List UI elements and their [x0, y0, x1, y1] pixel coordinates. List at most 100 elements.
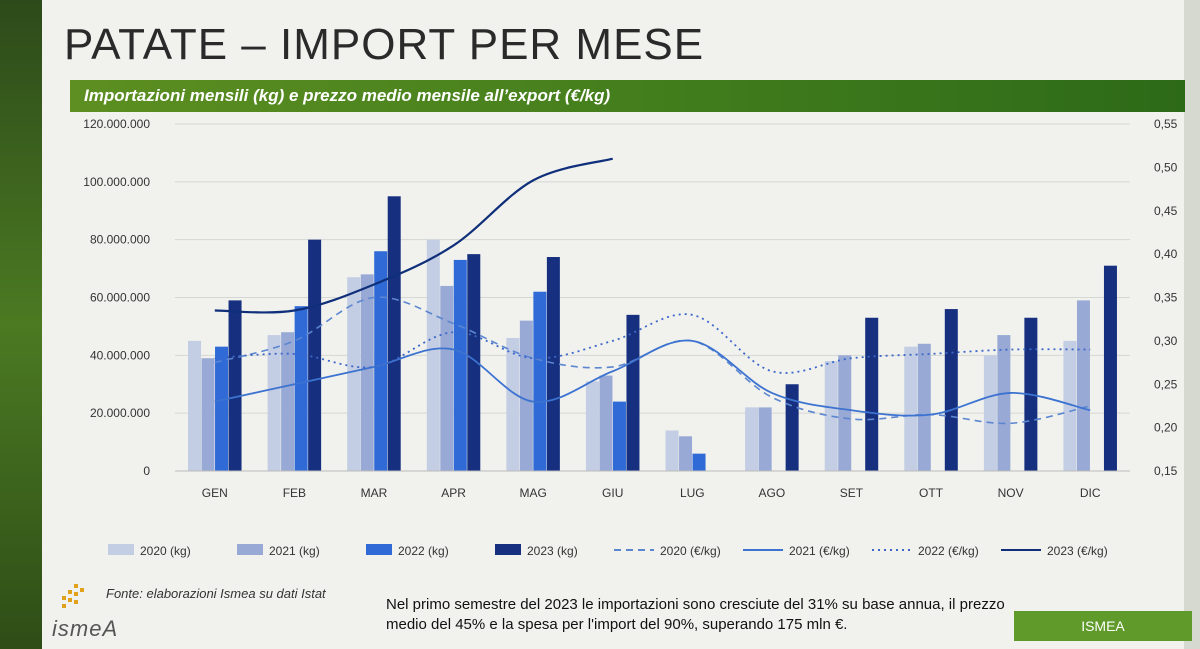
bar-2020kg-set [824, 361, 838, 471]
page-title: PATATE – IMPORT PER MESE [64, 20, 705, 69]
legend-label: 2022 (€/kg) [918, 544, 979, 558]
bar-2021kg-dic [1076, 300, 1090, 471]
bar-2021kg-mag [519, 320, 533, 471]
line-2021kg [214, 339, 1091, 417]
bar-2020kg-ago [745, 407, 759, 471]
bar-2020kg-feb [267, 335, 281, 471]
line-2023kg [214, 157, 613, 314]
y-right-tick-label: 0,35 [1154, 291, 1178, 305]
bar-2020kg-lug [665, 430, 679, 471]
bar-2022kg-apr [453, 259, 467, 471]
legend-label: 2022 (kg) [398, 544, 449, 558]
bars-layer [188, 196, 1117, 471]
subtitle-bar [70, 80, 1185, 112]
y-left-tick-label: 40.000.000 [90, 348, 150, 362]
bar-2021kg-ott [917, 343, 931, 471]
bar-2021kg-nov [997, 335, 1011, 471]
legend-label: 2020 (€/kg) [660, 544, 721, 558]
bar-2021kg-set [838, 355, 852, 471]
bar-2022kg-mar [374, 251, 388, 471]
y-right-tick-label: 0,20 [1154, 421, 1178, 435]
bar-2023kg-mar [387, 196, 401, 471]
bar-2023kg-apr [467, 254, 481, 471]
bar-2020kg-giu [585, 381, 599, 471]
legend-swatch [366, 544, 392, 555]
bar-2022kg-mag [533, 291, 547, 471]
bar-2021kg-ago [758, 407, 772, 471]
source-note: Fonte: elaborazioni Ismea su dati Istat [106, 586, 326, 601]
bar-2023kg-feb [308, 239, 322, 471]
legend-layer: 2020 (kg) 2021 (kg) 2022 (kg) 2023 (kg) 2020… [108, 544, 1108, 558]
y-left-tick-label: 60.000.000 [90, 291, 150, 305]
legend-swatch [495, 544, 521, 555]
x-tick-label: SET [840, 486, 864, 500]
y-left-tick-label: 80.000.000 [90, 233, 150, 247]
x-tick-label: APR [441, 486, 466, 500]
line-2022kg [214, 313, 1091, 374]
bar-2023kg-ago [785, 384, 799, 471]
footer-brand-badge: ISMEA [1014, 611, 1192, 641]
x-tick-label: GIU [602, 486, 623, 500]
bar-2021kg-lug [679, 436, 693, 471]
bar-2020kg-gen [188, 340, 202, 471]
legend-label: 2023 (€/kg) [1047, 544, 1108, 558]
ismea-logo-icon [62, 584, 84, 608]
logo-text: ismeA [52, 616, 119, 641]
bar-2021kg-feb [281, 332, 295, 471]
bar-2023kg-giu [626, 314, 640, 471]
y-right-tick-label: 0,50 [1154, 160, 1178, 174]
lines-layer [214, 157, 1091, 425]
bar-2021kg-mar [360, 274, 374, 471]
bar-2020kg-mag [506, 337, 520, 471]
bar-2023kg-dic [1103, 265, 1117, 471]
x-tick-label: GEN [202, 486, 228, 500]
bar-2022kg-lug [692, 453, 706, 471]
y-right-tick-label: 0,15 [1154, 464, 1178, 478]
bar-2020kg-apr [426, 239, 440, 471]
bar-2020kg-ott [904, 346, 918, 471]
bar-2023kg-mag [546, 257, 560, 471]
bar-2020kg-mar [347, 277, 361, 471]
y-right-tick-label: 0,25 [1154, 377, 1178, 391]
x-tick-label: NOV [998, 486, 1024, 500]
y-right-tick-label: 0,45 [1154, 204, 1178, 218]
legend-swatch [108, 544, 134, 555]
bar-2021kg-gen [201, 358, 215, 471]
legend-label: 2021 (€/kg) [789, 544, 850, 558]
x-tick-label: MAG [519, 486, 546, 500]
chart-subtitle: Importazioni mensili (kg) e prezzo medio… [84, 86, 611, 105]
y-left-tick-label: 20.000.000 [90, 406, 150, 420]
bar-2021kg-giu [599, 375, 613, 471]
slide-decoration-left [0, 0, 42, 649]
summary-note: Nel primo semestre del 2023 le importazi… [386, 596, 1005, 633]
bar-2023kg-gen [228, 300, 242, 471]
y-right-tick-label: 0,55 [1154, 117, 1178, 131]
slide-decoration-right [1184, 0, 1200, 649]
x-tick-label: LUG [680, 486, 705, 500]
axis-layer: 0 20.000.000 40.000.000 60.000.000 80.000.00… [83, 117, 1177, 500]
x-tick-label: AGO [759, 486, 786, 500]
legend-label: 2021 (kg) [269, 544, 320, 558]
y-left-tick-label: 120.000.000 [83, 117, 150, 131]
bar-2022kg-giu [612, 401, 626, 471]
bar-2020kg-nov [983, 355, 997, 471]
line-2020kg [214, 296, 1091, 425]
legend-label: 2023 (kg) [527, 544, 578, 558]
bar-2023kg-ott [944, 309, 958, 471]
y-right-tick-label: 0,40 [1154, 247, 1178, 261]
bar-2022kg-feb [294, 306, 308, 471]
legend-swatch [237, 544, 263, 555]
x-tick-label: MAR [361, 486, 388, 500]
x-tick-label: DIC [1080, 486, 1101, 500]
y-left-tick-label: 100.000.000 [83, 175, 150, 189]
x-tick-label: OTT [919, 486, 944, 500]
bar-2020kg-dic [1063, 340, 1077, 471]
y-right-tick-label: 0,30 [1154, 334, 1178, 348]
bar-2021kg-apr [440, 285, 454, 471]
bar-2023kg-set [865, 317, 879, 471]
bar-2022kg-gen [215, 346, 229, 471]
x-tick-label: FEB [283, 486, 306, 500]
y-left-tick-label: 0 [143, 464, 150, 478]
legend-label: 2020 (kg) [140, 544, 191, 558]
